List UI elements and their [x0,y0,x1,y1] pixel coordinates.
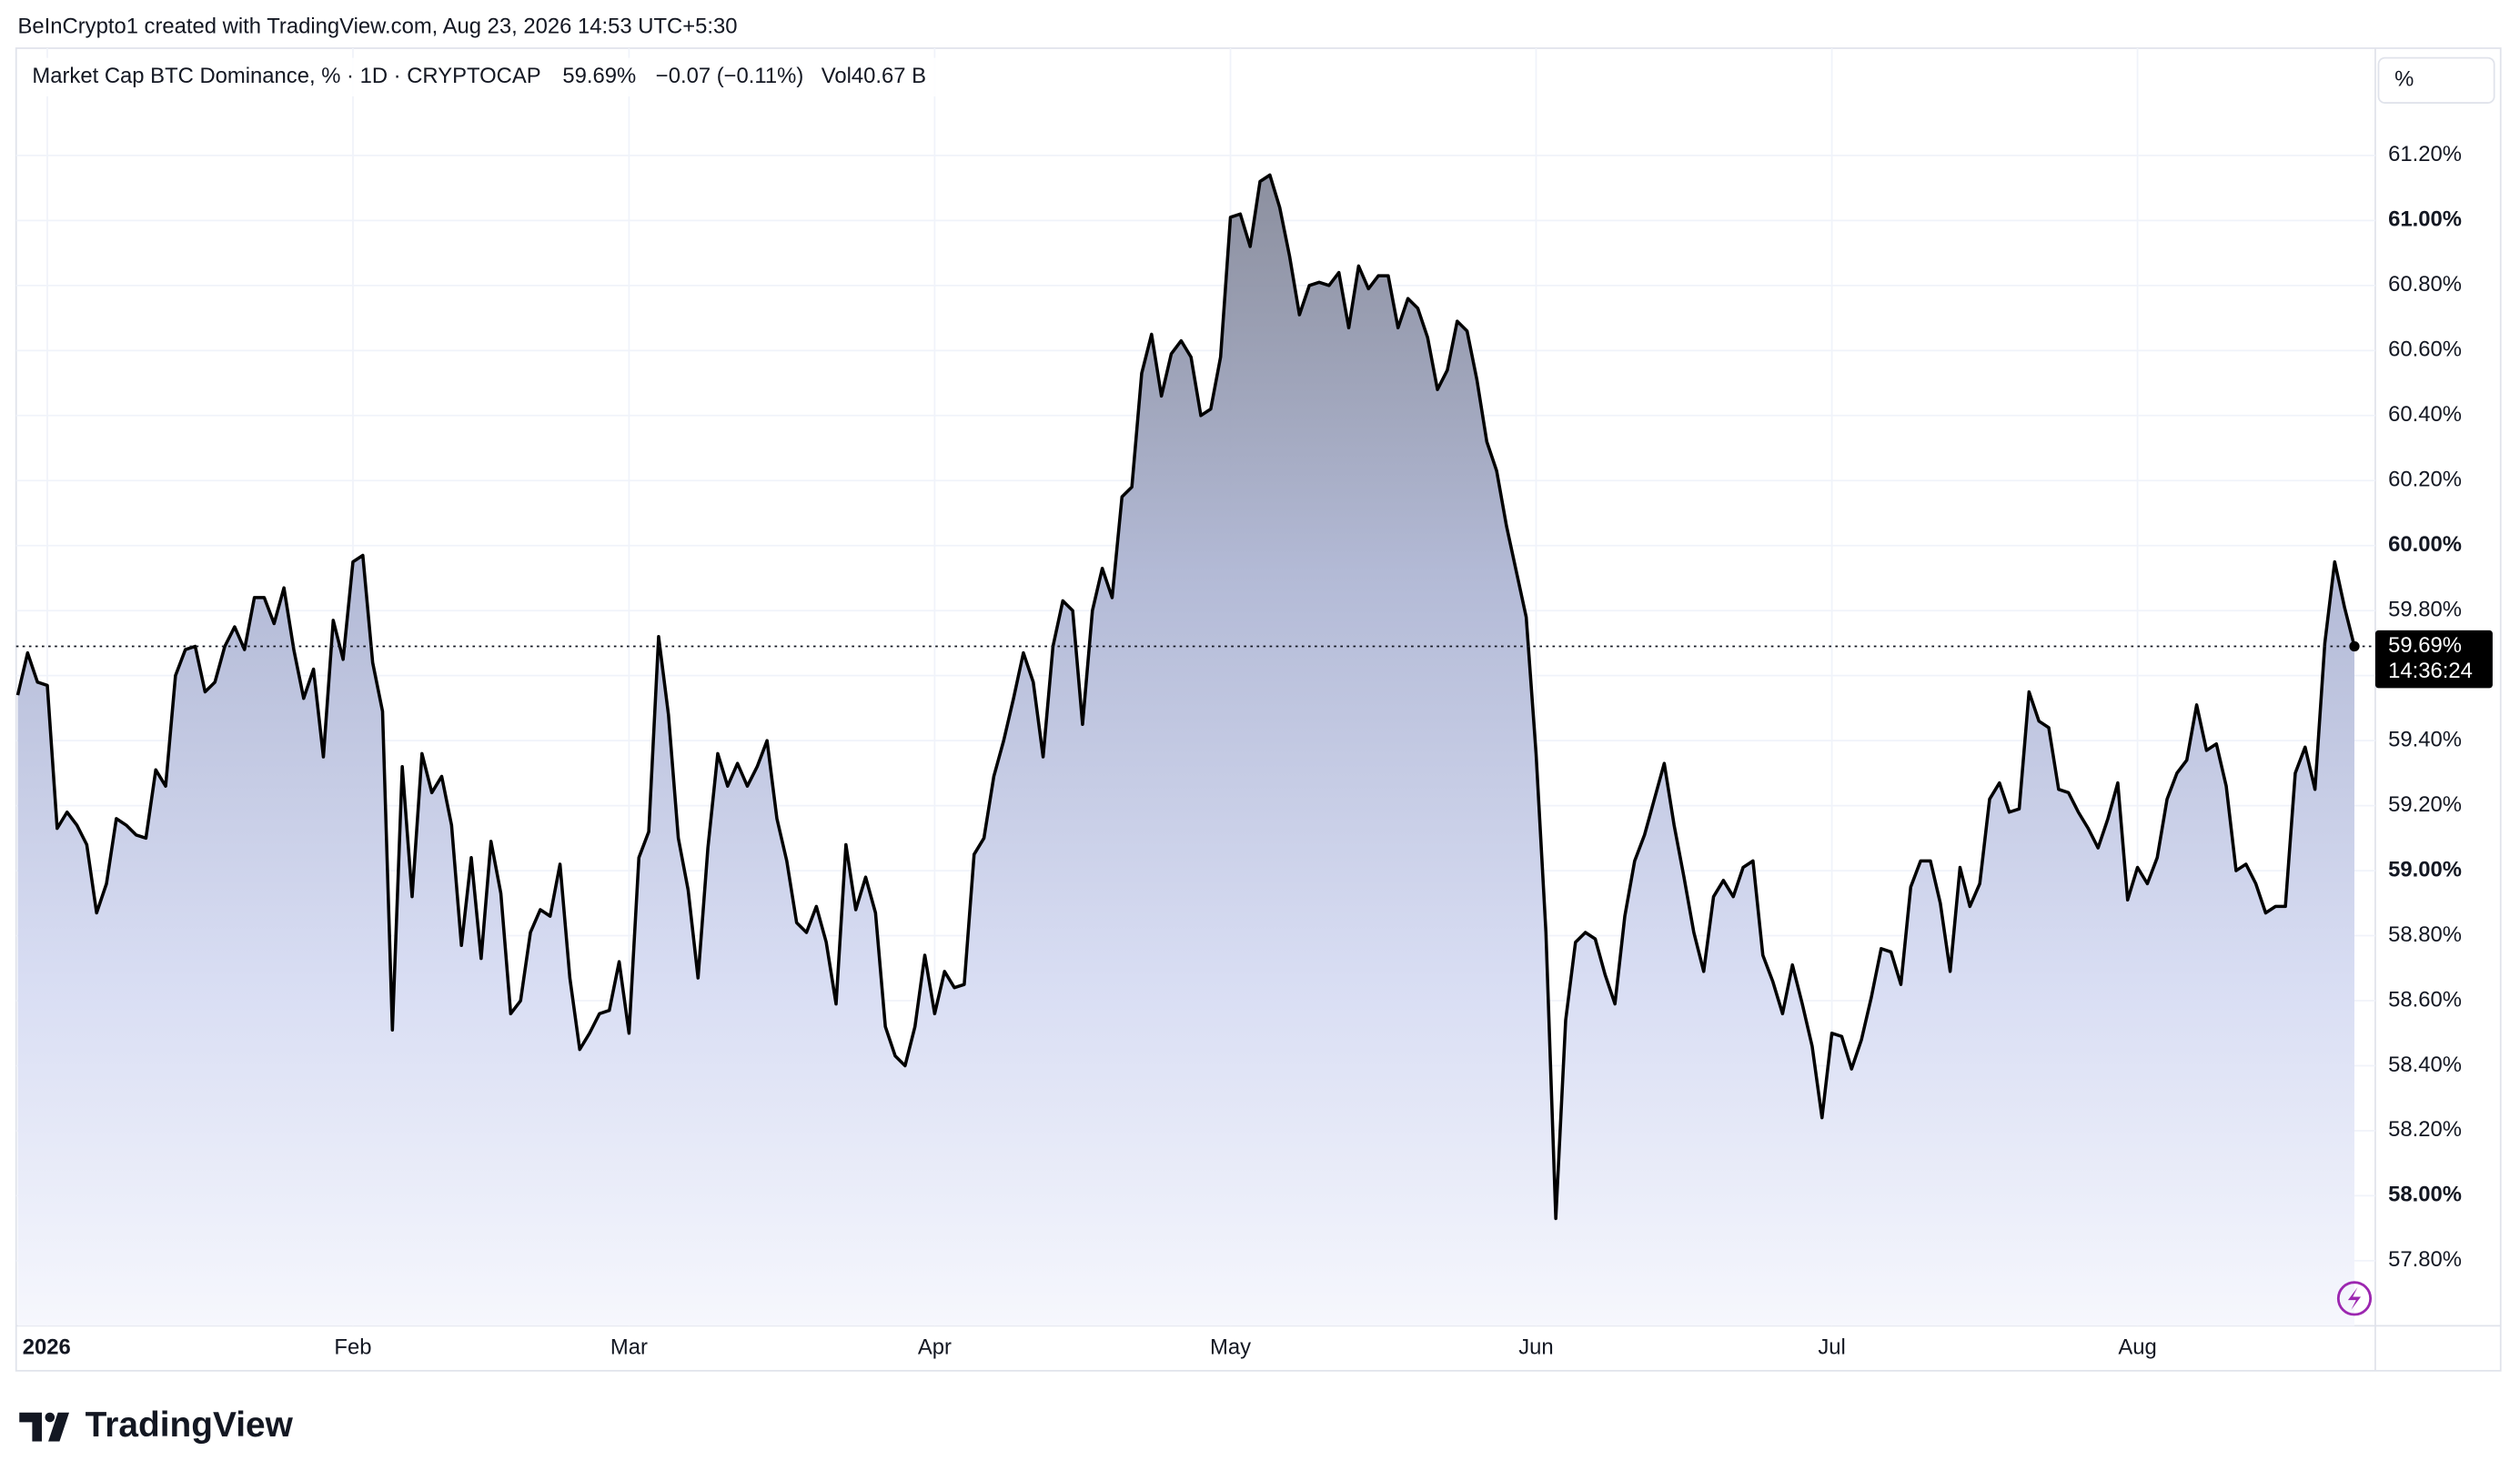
x-tick-label: Apr [918,1335,952,1359]
logo-v [48,1412,70,1442]
logo-t [19,1412,42,1442]
plot [15,173,2375,1326]
lightning-bolt [2347,1286,2362,1310]
x-tick-label: May [1210,1335,1251,1359]
area-fill [17,175,2354,1326]
y-tick-label: 59.00% [2388,857,2462,882]
last-point [2349,640,2360,652]
y-tick-label: 60.00% [2388,532,2462,557]
scale-button[interactable] [2377,56,2495,104]
countdown: 14:36:24 [2388,659,2473,683]
x-tick-label: Jun [1518,1335,1553,1359]
x-tick-label: Mar [610,1335,648,1359]
x-tick-label: Feb [334,1335,371,1359]
y-tick-label: 59.80% [2388,597,2462,621]
y-tick-label: 61.00% [2388,207,2462,232]
legend-last: 59.69% [562,64,636,88]
y-tick-label: 58.40% [2388,1053,2462,1077]
legend-change: −0.07 (−0.11%) [656,64,804,88]
y-tick-label: 58.00% [2388,1183,2462,1207]
x-tick-label: 2026 [23,1335,71,1359]
y-tick-label: 59.40% [2388,727,2462,751]
x-tick-label: Aug [2118,1335,2156,1359]
scale-button-label[interactable]: % [2394,67,2414,92]
last-value-badge [2374,630,2493,689]
y-tick-label: 61.20% [2388,142,2462,166]
legend-volume: Vol40.67 B [822,64,926,88]
brand: TradingView [86,1405,294,1445]
attribution: BeInCrypto1 created with TradingView.com… [18,14,738,38]
lightning-icon[interactable] [2336,1281,2373,1316]
chart-frame [15,47,2502,1372]
y-tick-label: 58.80% [2388,922,2462,947]
y-tick-label: 60.20% [2388,468,2462,492]
legend-background [19,57,944,96]
y-tick-label: 60.40% [2388,402,2462,427]
y-tick-label: 58.20% [2388,1117,2462,1142]
y-tick-label: 60.80% [2388,272,2462,297]
line [15,173,2356,1221]
legend-title: Market Cap BTC Dominance, % · 1D · CRYPT… [32,64,540,88]
logo-dot [45,1412,55,1423]
brand-logo [19,1412,70,1442]
y-tick-label: 60.60% [2388,338,2462,362]
y-tick-label: 58.60% [2388,987,2462,1012]
axes: 57.80% 58.00% 58.20% 58.40% 58.60% 58.80% 59.0… [23,142,2493,1359]
y-tick-label: 57.80% [2388,1247,2462,1272]
y-tick-label: 59.20% [2388,792,2462,817]
last-value-label: 59.69% [2388,633,2462,658]
x-tick-label: Jul [1818,1335,1845,1359]
